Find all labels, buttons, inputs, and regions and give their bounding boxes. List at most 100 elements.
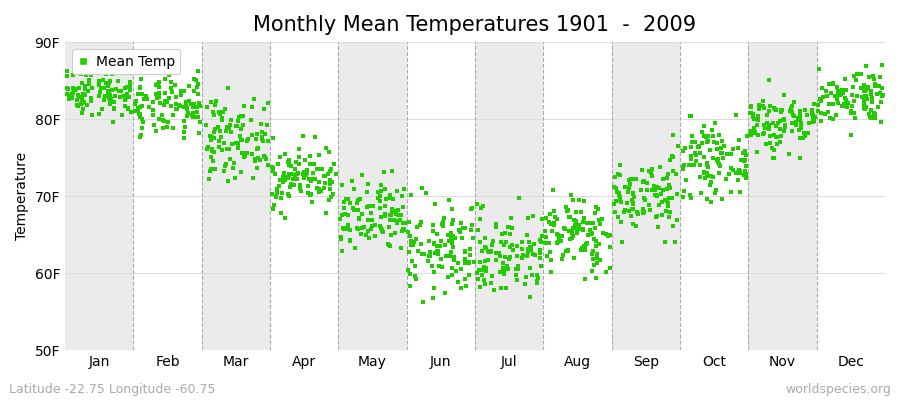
Point xyxy=(564,192,579,198)
Point xyxy=(828,93,842,99)
Point xyxy=(101,82,115,88)
Point xyxy=(224,128,238,135)
Point xyxy=(533,255,547,261)
Point xyxy=(249,146,264,153)
Point xyxy=(695,129,709,135)
Point xyxy=(350,200,365,207)
Point xyxy=(710,158,724,165)
Point xyxy=(412,222,427,228)
Point xyxy=(637,178,652,184)
Point xyxy=(148,82,163,89)
Point xyxy=(820,93,834,99)
Point xyxy=(245,132,259,139)
Point xyxy=(193,100,207,106)
Point xyxy=(426,228,440,234)
Point xyxy=(711,156,725,162)
Point xyxy=(345,177,359,184)
Point xyxy=(249,131,264,138)
Point xyxy=(152,94,166,100)
Point xyxy=(401,267,416,274)
Point xyxy=(840,104,854,110)
Point xyxy=(765,120,779,126)
Point xyxy=(569,209,583,216)
Point xyxy=(698,175,713,181)
Point xyxy=(361,217,375,223)
Point xyxy=(417,250,431,257)
Point xyxy=(177,104,192,110)
Point xyxy=(813,96,827,102)
Point xyxy=(276,170,291,176)
Point xyxy=(410,224,425,230)
Point xyxy=(661,186,675,192)
Point xyxy=(656,176,670,182)
Point xyxy=(806,112,820,118)
Point xyxy=(559,248,573,254)
Point xyxy=(640,187,654,193)
Point xyxy=(97,97,112,104)
Point xyxy=(82,78,96,85)
Point xyxy=(403,238,418,245)
Point xyxy=(662,182,677,188)
Point xyxy=(734,170,748,176)
Point xyxy=(693,161,707,168)
Point xyxy=(575,226,590,232)
Point xyxy=(306,170,320,176)
Point xyxy=(321,148,336,155)
Point xyxy=(576,226,590,232)
Point xyxy=(104,86,119,93)
Point xyxy=(277,151,292,157)
Point xyxy=(519,231,534,238)
Point xyxy=(212,137,227,144)
Point xyxy=(843,110,858,116)
Point xyxy=(205,146,220,152)
Point xyxy=(256,138,270,144)
Point xyxy=(831,88,845,94)
Point xyxy=(447,257,462,264)
Point xyxy=(705,179,719,186)
Point xyxy=(743,110,758,116)
Point xyxy=(289,159,303,165)
Point xyxy=(497,270,511,277)
Point xyxy=(368,233,382,240)
Point xyxy=(505,242,519,248)
Point xyxy=(112,88,126,94)
Point xyxy=(478,244,492,250)
Point xyxy=(156,125,170,131)
Point xyxy=(315,166,329,172)
Point xyxy=(522,239,536,245)
Point xyxy=(515,246,529,252)
Point xyxy=(714,150,728,156)
Point xyxy=(70,103,85,110)
Point xyxy=(157,118,171,124)
Point xyxy=(490,250,504,256)
Point xyxy=(612,193,626,200)
Point xyxy=(101,92,115,98)
Point xyxy=(401,229,416,235)
Point xyxy=(814,85,829,91)
Point xyxy=(396,220,410,226)
Point xyxy=(574,209,589,215)
Point xyxy=(503,230,517,237)
Point xyxy=(103,97,117,104)
Point xyxy=(685,139,699,145)
Point xyxy=(580,220,594,227)
Point xyxy=(403,232,418,239)
Point xyxy=(585,220,599,226)
Point xyxy=(762,133,777,140)
Point xyxy=(158,98,172,104)
Point xyxy=(767,147,781,154)
Point xyxy=(255,134,269,141)
Point xyxy=(523,244,537,250)
Point xyxy=(805,111,819,118)
Point xyxy=(253,157,267,163)
Point xyxy=(689,152,704,158)
Point xyxy=(432,263,446,270)
Point xyxy=(95,77,110,83)
Point xyxy=(146,112,160,118)
Point xyxy=(337,199,351,205)
Point xyxy=(122,86,137,92)
Point xyxy=(75,109,89,116)
Point xyxy=(850,92,864,99)
Point xyxy=(774,132,788,139)
Point xyxy=(186,101,201,108)
